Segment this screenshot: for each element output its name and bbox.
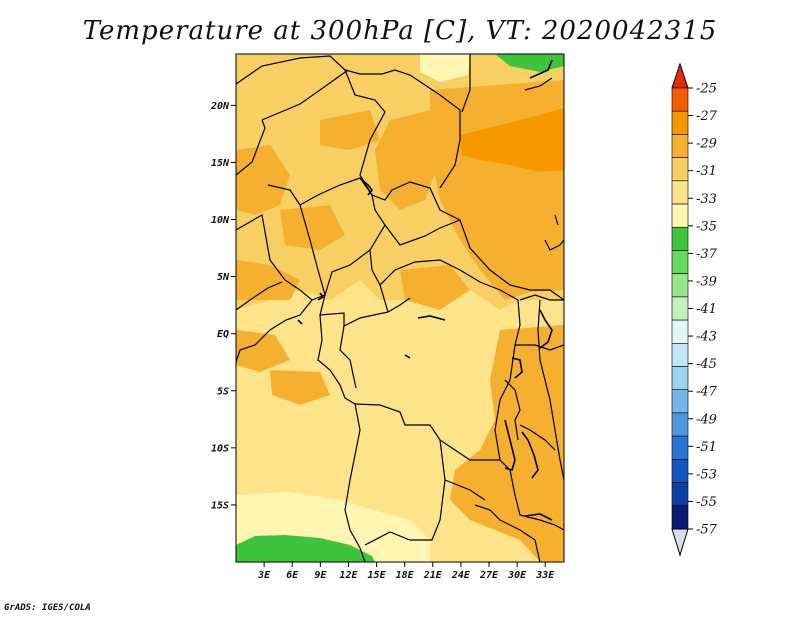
field-29-west: [236, 145, 290, 215]
field-29-central: [375, 110, 440, 210]
colorbar-label: -37: [696, 247, 718, 262]
lat-label: EQ: [217, 329, 229, 340]
colorbar-label: -41: [696, 302, 717, 317]
lat-label: 15N: [211, 158, 230, 169]
colorbar-swatch: [671, 296, 689, 321]
lon-label: 18E: [396, 570, 415, 581]
lon-label: 6E: [286, 570, 299, 581]
colorbar-swatch: [671, 412, 689, 437]
field-37-north: [495, 54, 564, 72]
lon-label: 3E: [257, 570, 271, 581]
colorbar-overflow-top: [671, 62, 689, 89]
colorbar-label: -43: [696, 330, 717, 345]
longitude-axis: 3E 6E 9E 12E 15E 18E 21E 24E 27E 30E 33E: [257, 562, 555, 581]
colorbar-label: -25: [696, 82, 717, 97]
field-29-patch-a: [320, 110, 380, 150]
colorbar-swatch: [671, 226, 689, 251]
lon-label: 30E: [507, 570, 527, 581]
colorbar-swatch: [671, 180, 689, 205]
field-37-southwest: [236, 535, 375, 562]
field-29-patch-f: [270, 370, 330, 405]
field-29-patch-c: [236, 260, 300, 300]
field-29-patch-e: [236, 330, 290, 372]
lat-label: 10S: [211, 443, 229, 454]
colorbar-overflow-bottom: [671, 528, 689, 557]
colorbar-swatch: [671, 459, 689, 483]
colorbar-label: -27: [696, 109, 718, 124]
colorbar-label: -47: [696, 385, 718, 400]
colorbar-swatch: [671, 505, 689, 530]
country-borders: [236, 54, 564, 562]
colorbar-swatch: [671, 134, 689, 158]
colorbar-label: -29: [696, 137, 717, 152]
colorbar-swatch: [671, 157, 689, 182]
lat-label: 15S: [211, 500, 229, 511]
colorbar-swatch: [671, 110, 689, 135]
colorbar-swatch: [671, 343, 689, 367]
colorbar-label: -31: [696, 164, 717, 179]
colorbar-swatch: [671, 203, 689, 228]
lakes-coastlines: [297, 59, 553, 521]
colorbar-label: -49: [696, 412, 717, 427]
colorbar-swatch: [671, 319, 689, 344]
lon-label: 9E: [314, 570, 327, 581]
colorbar-label: -33: [696, 192, 717, 207]
colorbar-swatch: [671, 273, 689, 298]
lat-label: 20N: [210, 101, 230, 112]
colorbar-label: -53: [696, 467, 717, 482]
colorbar-swatch: [671, 389, 689, 414]
lon-label: 21E: [423, 570, 443, 581]
colorbar-label: -35: [696, 219, 717, 234]
colorbar-swatch: [671, 482, 689, 507]
lat-label: 5N: [217, 272, 230, 283]
colorbar-swatch: [671, 435, 689, 460]
colorbar-swatch: [671, 366, 689, 391]
colorbar-label: -39: [696, 274, 717, 289]
lon-label: 27E: [479, 570, 499, 581]
colorbar-label: -57: [696, 523, 718, 538]
lat-label: 5S: [217, 386, 229, 397]
field-29-southeast: [450, 325, 564, 562]
lon-label: 15E: [368, 570, 387, 581]
lat-label: 10N: [211, 215, 230, 226]
field-29-patch-b: [280, 205, 345, 250]
colorbar-label: -55: [696, 495, 717, 510]
colorbar: -25 -27 -29 -31 -33 -35 -37 -39 -41 -43 -45 -47 -49 -…: [671, 62, 718, 557]
grads-credit: GrADS: IGES/COLA: [4, 603, 91, 613]
map-title: Temperature at 300hPa [C], VT: 202004231…: [82, 16, 718, 46]
temperature-field: [236, 54, 564, 562]
lon-label: 24E: [451, 570, 471, 581]
colorbar-label: -51: [696, 440, 717, 455]
lon-label: 33E: [535, 570, 555, 581]
lon-label: 12E: [339, 570, 358, 581]
colorbar-label: -45: [696, 357, 717, 372]
plot-frame: [235, 53, 565, 563]
field-29-patch-d: [400, 265, 470, 310]
field-27-northeast: [460, 108, 564, 172]
latitude-axis: 20N 15N 10N 5N EQ 5S 10S 15S: [210, 101, 236, 511]
colorbar-swatch: [671, 87, 689, 112]
field-35-north: [420, 54, 470, 82]
colorbar-swatch: [671, 250, 689, 274]
